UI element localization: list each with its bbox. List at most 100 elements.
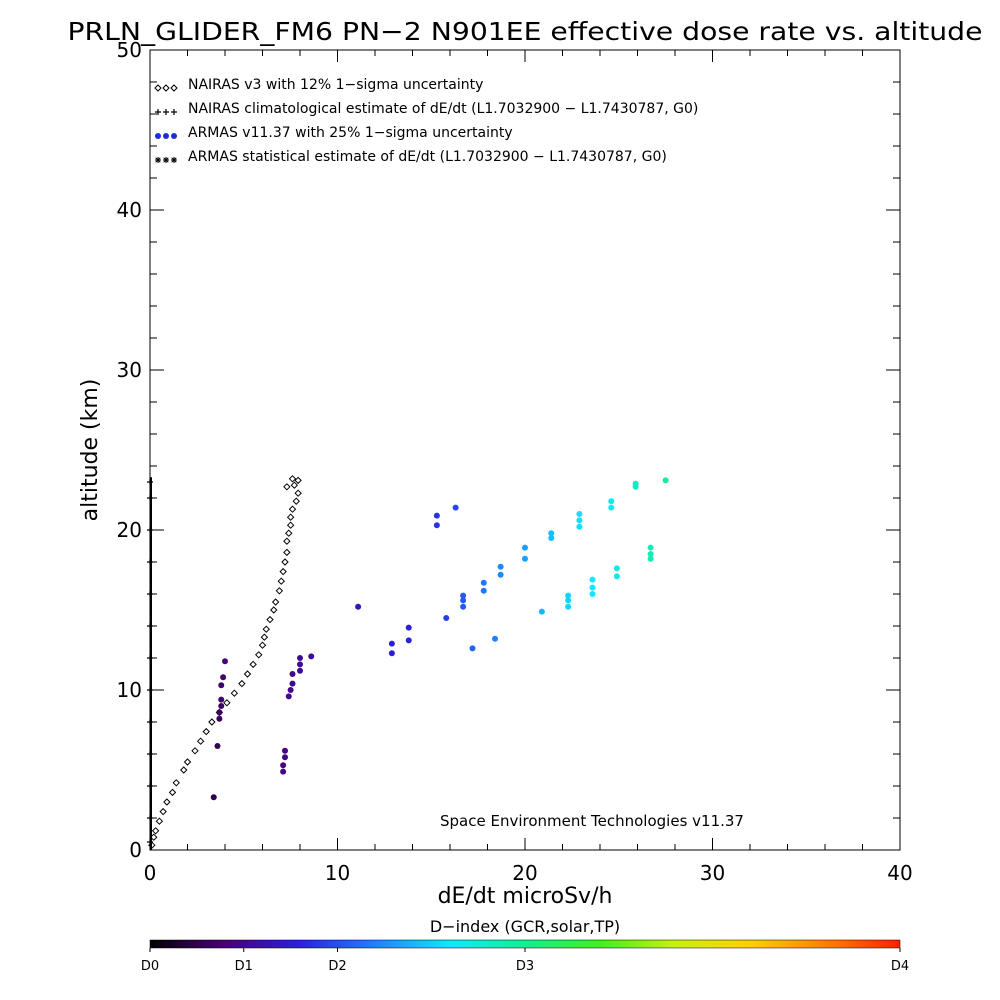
colorbar-label: D4 — [891, 959, 909, 974]
nairas-point — [168, 788, 177, 797]
nairas-point — [290, 481, 299, 489]
armas-point — [214, 743, 221, 749]
x-tick-label: 10 — [325, 861, 350, 885]
legend: NAIRAS v3 with 12% 1−sigma uncertainty NA… — [154, 77, 698, 165]
armas-point — [497, 571, 504, 578]
legend-label: ARMAS v11.37 with 25% 1−sigma uncertaint… — [188, 125, 513, 141]
colorbar-label: D2 — [328, 959, 346, 974]
nairas-point — [243, 670, 252, 678]
nairas-point — [191, 747, 199, 755]
armas-point — [297, 661, 303, 668]
nairas-point — [271, 598, 280, 606]
armas-point — [576, 523, 583, 530]
nairas-point — [283, 548, 291, 557]
legend-asterisk-marker — [155, 157, 161, 163]
armas-point — [548, 530, 555, 537]
armas-point — [469, 645, 476, 652]
nairas-point — [238, 679, 246, 688]
nairas-point — [270, 606, 278, 614]
armas-point — [492, 635, 498, 642]
credit-annotation: Space Environment Technologies v11.37 — [440, 812, 744, 830]
y-tick-label: 10 — [117, 678, 142, 702]
armas-point — [576, 511, 583, 517]
armas-point — [480, 579, 487, 586]
nairas-point — [275, 587, 284, 595]
nairas-point — [286, 521, 295, 529]
armas-point — [589, 584, 596, 591]
armas-point — [647, 544, 654, 551]
armas-point — [443, 615, 450, 621]
legend-diamond-marker — [162, 84, 170, 92]
y-tick-label: 40 — [117, 198, 142, 222]
armas-point — [608, 504, 615, 511]
armas-point — [632, 480, 639, 487]
armas-point — [405, 624, 412, 631]
nairas-point — [283, 537, 291, 545]
armas-point — [662, 477, 669, 484]
nairas-point — [279, 567, 287, 576]
legend-plus-marker — [163, 109, 169, 115]
nairas-point — [151, 827, 160, 835]
armas-point — [405, 637, 412, 644]
x-tick-label: 40 — [887, 861, 912, 885]
armas-point — [210, 794, 217, 801]
legend-asterisk-marker — [171, 157, 177, 163]
legend-dot-marker — [155, 133, 161, 139]
nairas-point — [260, 633, 269, 641]
armas-point — [538, 608, 545, 615]
armas-point — [218, 682, 225, 689]
armas-point — [613, 573, 620, 580]
armas-point — [460, 597, 467, 604]
nairas-point — [183, 758, 192, 766]
armas-point — [497, 563, 504, 570]
armas-point — [289, 680, 296, 687]
y-tick-label: 50 — [117, 38, 142, 62]
y-tick-label: 20 — [117, 518, 142, 542]
armas-point — [297, 667, 303, 674]
armas-point — [388, 640, 395, 647]
legend-label: ARMAS statistical estimate of dE/dt (L1.… — [188, 149, 667, 165]
nairas-point — [288, 475, 297, 483]
armas-point — [608, 498, 615, 505]
nairas-point — [285, 529, 293, 537]
armas-point — [565, 597, 572, 604]
nairas-point — [292, 497, 300, 505]
y-tick-label: 0 — [129, 838, 142, 862]
legend-diamond-marker — [170, 84, 178, 92]
nairas-point — [180, 766, 188, 774]
colorbar — [149, 939, 901, 949]
armas-point — [460, 592, 467, 599]
colorbar-labels: D0 D1 D2 D3 D4 — [141, 948, 909, 974]
armas-point — [589, 576, 596, 583]
armas-point — [218, 696, 225, 703]
y-axis-label: altitude (km) — [78, 379, 103, 522]
armas-point — [433, 512, 440, 519]
armas-point — [280, 768, 287, 775]
colorbar-title: D−index (GCR,solar,TP) — [430, 917, 620, 936]
nairas-point — [163, 798, 171, 806]
nairas-point — [208, 718, 216, 726]
armas-point — [222, 658, 228, 665]
armas-point — [589, 591, 596, 597]
plot-frame — [149, 49, 901, 851]
x-tick-label: 30 — [700, 861, 725, 885]
legend-dot-marker — [171, 133, 177, 139]
armas-point — [647, 551, 654, 557]
nairas-point — [255, 651, 263, 659]
armas-point — [548, 535, 555, 541]
armas-point — [565, 592, 572, 599]
nairas-point — [202, 727, 210, 736]
armas-point — [355, 603, 362, 610]
armas-point — [280, 762, 287, 769]
nairas-point — [249, 660, 257, 669]
nairas-point — [159, 807, 167, 816]
y-tick-label: 30 — [117, 358, 142, 382]
nairas-point — [294, 476, 302, 485]
armas-point — [522, 555, 528, 562]
armas-point — [216, 715, 223, 722]
armas-point — [297, 655, 303, 661]
legend-plus-marker — [171, 109, 177, 115]
colorbar-label: D3 — [516, 959, 534, 974]
nairas-point — [294, 489, 302, 497]
armas-point — [388, 650, 395, 657]
